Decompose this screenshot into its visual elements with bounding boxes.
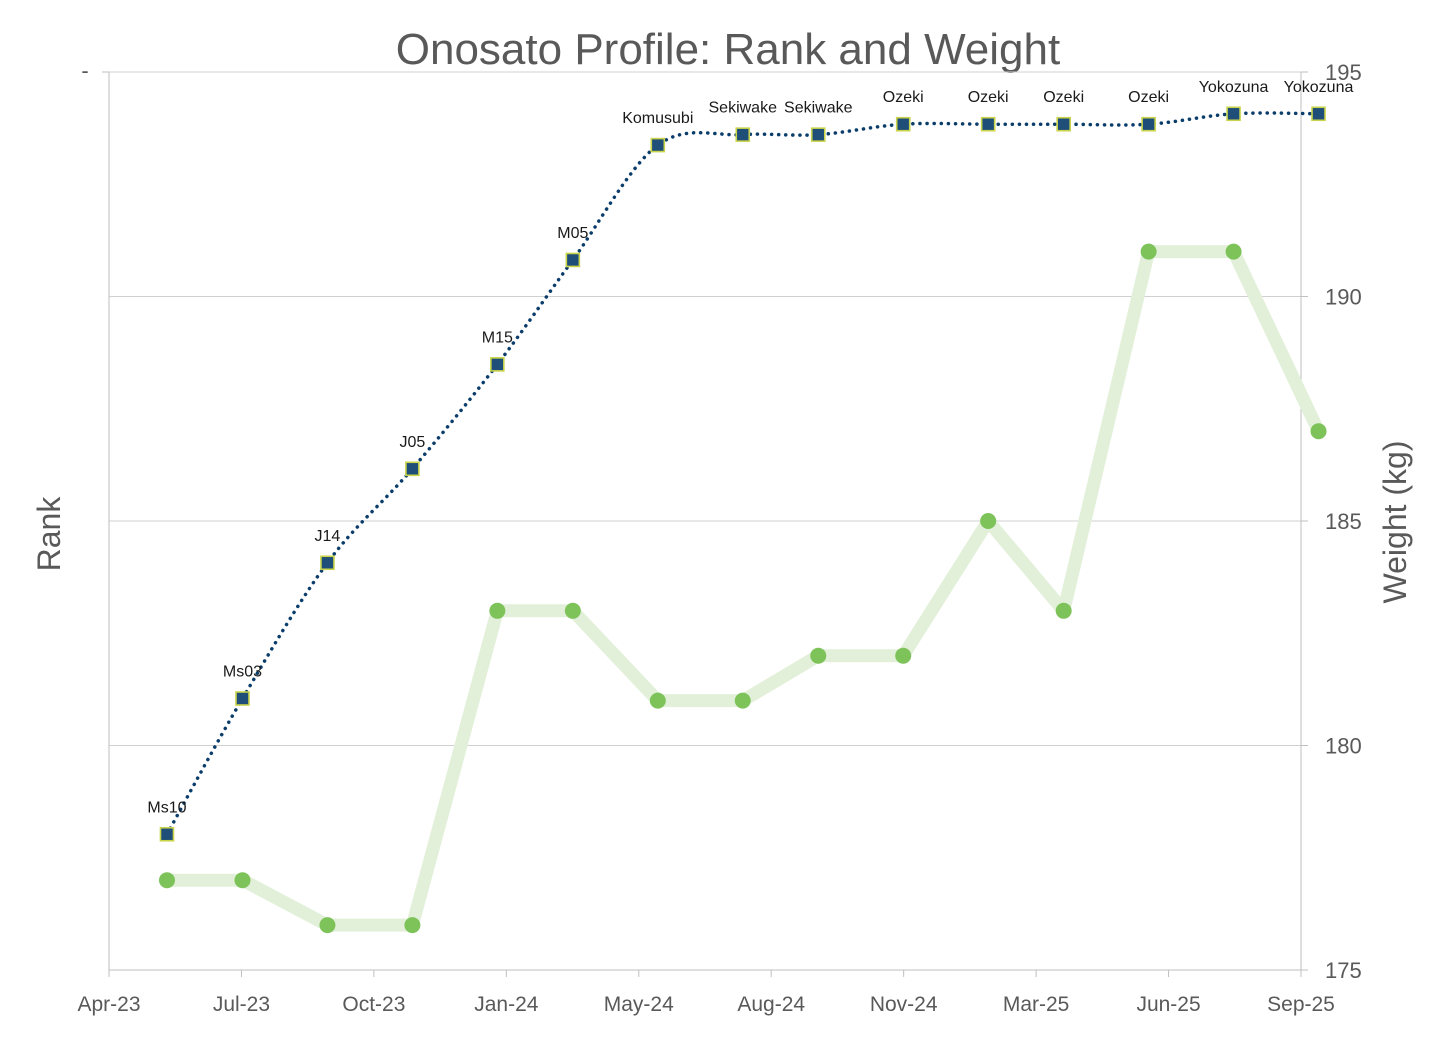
weight-point xyxy=(564,602,581,619)
rank-point xyxy=(405,461,420,477)
right-tick-label: 185 xyxy=(1325,509,1362,534)
rank-point xyxy=(490,357,505,372)
chart-title: Onosato Profile: Rank and Weight xyxy=(396,25,1060,74)
rank-point xyxy=(1141,116,1156,132)
rank-data-label: Ozeki xyxy=(968,89,1009,106)
x-tick-label: Oct-23 xyxy=(342,993,405,1016)
rank-data-label: Ozeki xyxy=(1043,89,1084,106)
rank-point xyxy=(980,116,996,132)
rank-data-label: M15 xyxy=(482,329,513,346)
weight-series xyxy=(158,243,1327,934)
rank-data-label: Ms03 xyxy=(223,664,262,681)
weight-point xyxy=(895,647,912,664)
rank-data-label: Yokozuna xyxy=(1284,79,1354,96)
x-tick-label: Aug-24 xyxy=(737,993,805,1016)
rank-point xyxy=(235,691,250,706)
right-tick-label: 180 xyxy=(1325,734,1362,759)
rank-point xyxy=(159,826,175,842)
weight-point xyxy=(1310,423,1327,440)
right-axis-title: Weight (kg) xyxy=(1377,440,1413,603)
rank-data-label: Komusubi xyxy=(622,110,693,127)
rank-point xyxy=(650,137,666,153)
rank-data-label: Yokozuna xyxy=(1199,79,1269,96)
rank-point xyxy=(1056,116,1071,132)
right-tick-label: 195 xyxy=(1325,60,1362,85)
rank-point xyxy=(810,127,826,142)
right-tick-label: 175 xyxy=(1325,958,1362,983)
left-axis-title: Rank xyxy=(31,496,67,572)
x-tick-label: Jul-23 xyxy=(213,993,270,1016)
rank-point xyxy=(1311,106,1326,122)
weight-point xyxy=(980,513,997,529)
weight-line xyxy=(160,245,1326,932)
rank-data-label: J05 xyxy=(399,434,425,451)
rank-series: Ms10 Ms03 J14 J05 M15 M05 Komusubi Sekiwake Seki… xyxy=(147,79,1354,842)
weight-point xyxy=(1225,243,1242,260)
weight-point xyxy=(810,647,827,664)
x-tick-label: May-24 xyxy=(604,993,674,1016)
x-tick-label: Apr-23 xyxy=(77,993,140,1016)
weight-point xyxy=(404,917,421,934)
weight-point xyxy=(234,872,251,889)
rank-data-label: J14 xyxy=(315,528,341,545)
weight-point xyxy=(649,692,666,709)
weight-point xyxy=(158,872,175,889)
weight-point xyxy=(489,602,506,619)
rank-point xyxy=(1226,106,1241,122)
right-tick-label: 190 xyxy=(1325,285,1362,310)
weight-point xyxy=(1140,243,1157,260)
weight-point xyxy=(1055,602,1072,619)
right-axis-ticks: 175 180 185 190 195 xyxy=(1301,60,1362,983)
rank-line xyxy=(165,111,1321,837)
x-tick-label: Mar-25 xyxy=(1003,993,1070,1016)
x-tick-label: Nov-24 xyxy=(870,993,938,1016)
x-tick-label: Sep-25 xyxy=(1267,993,1335,1016)
weight-point xyxy=(319,917,336,934)
rank-data-label: Ms10 xyxy=(147,799,186,816)
gridlines xyxy=(109,296,1301,746)
rank-point xyxy=(320,555,335,571)
rank-point xyxy=(735,127,751,142)
rank-point xyxy=(895,116,911,132)
rank-data-label: M05 xyxy=(557,225,588,242)
x-tick-label: Jun-25 xyxy=(1136,993,1200,1016)
x-axis-ticks: Apr-23 Jul-23 Oct-23 Jan-24 May-24 Aug-24 Nov-… xyxy=(77,970,1335,1016)
x-tick-label: Jan-24 xyxy=(474,993,539,1016)
rank-data-label: Sekiwake xyxy=(709,100,778,117)
left-axis-tick: - xyxy=(81,58,88,83)
rank-point xyxy=(565,252,581,268)
rank-data-label: Ozeki xyxy=(1128,89,1169,106)
rank-data-label: Ozeki xyxy=(883,89,924,106)
rank-data-label: Sekiwake xyxy=(784,100,853,117)
weight-point xyxy=(734,692,751,709)
